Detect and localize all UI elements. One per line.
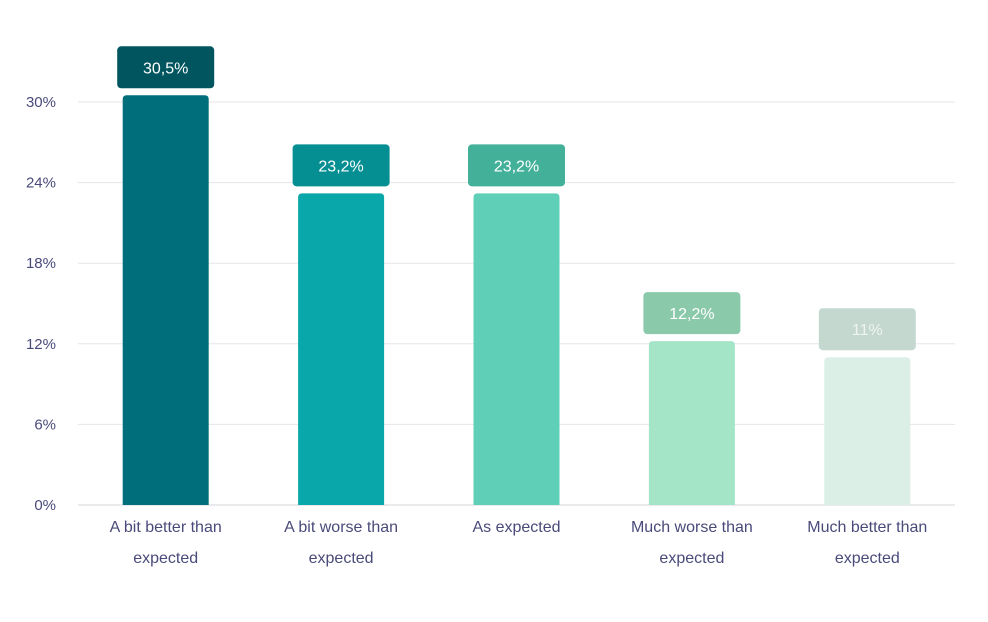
bar bbox=[122, 95, 209, 506]
x-tick-label: Much worse than expected bbox=[631, 519, 753, 567]
data-label-box bbox=[818, 308, 916, 351]
bar bbox=[298, 193, 385, 505]
data-label-text: 30,5% bbox=[143, 60, 188, 77]
y-axis: 0% 6% 12% 18% 24% 30% bbox=[26, 94, 56, 514]
data-label: 23,2% bbox=[292, 144, 390, 187]
bars bbox=[122, 95, 911, 506]
y-tick-label: 18% bbox=[26, 255, 56, 272]
x-tick-label: As expected bbox=[472, 519, 560, 536]
data-label: 30,5% bbox=[117, 46, 215, 89]
x-tick-label: Much better than expected bbox=[807, 519, 927, 567]
y-tick-label: 24% bbox=[26, 175, 56, 192]
data-label-box bbox=[117, 46, 215, 89]
y-tick-label: 6% bbox=[34, 416, 56, 433]
data-label: 12,2% bbox=[643, 292, 741, 335]
data-label-box bbox=[292, 144, 390, 187]
y-tick-label: 0% bbox=[34, 497, 56, 514]
bar bbox=[824, 357, 911, 505]
y-tick-label: 12% bbox=[26, 336, 56, 353]
data-label: 23,2% bbox=[468, 144, 565, 187]
x-tick-label: A bit better than expected bbox=[110, 519, 222, 567]
data-label: 11% bbox=[818, 308, 916, 351]
x-tick-label: A bit worse than expected bbox=[284, 519, 398, 567]
bar bbox=[648, 341, 735, 505]
data-label-text: 23,2% bbox=[494, 158, 539, 175]
bar bbox=[473, 193, 560, 505]
value-labels: 30,5% 23,2% 23,2% 12,2% 11% bbox=[117, 46, 916, 351]
data-label-text: 12,2% bbox=[669, 306, 714, 323]
data-label-text: 23,2% bbox=[318, 158, 363, 175]
y-tick-label: 30% bbox=[26, 94, 56, 111]
x-axis: A bit better than expected A bit worse tha… bbox=[110, 519, 928, 567]
data-label-box bbox=[468, 144, 565, 187]
data-label-text: 11% bbox=[852, 322, 883, 339]
data-label-box bbox=[643, 292, 741, 335]
